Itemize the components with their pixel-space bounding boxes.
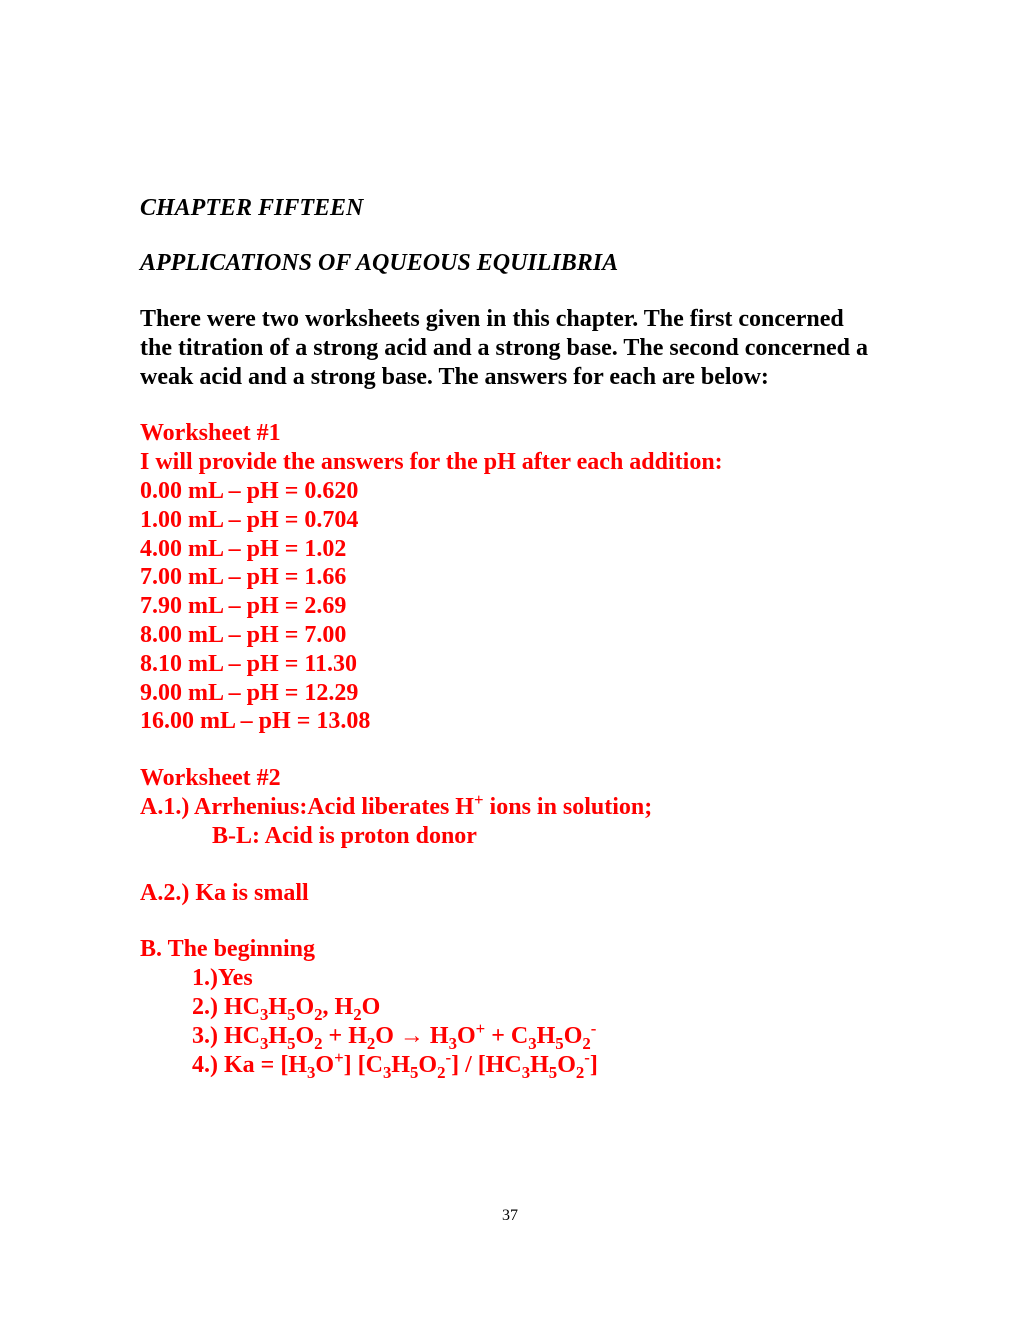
page-number: 37	[0, 1207, 1020, 1225]
subscript: 2	[367, 1034, 375, 1053]
subscript: 3	[307, 1062, 315, 1081]
superscript-plus: +	[334, 1048, 344, 1067]
subscript: 5	[410, 1062, 418, 1081]
superscript-plus: +	[474, 790, 484, 809]
worksheet-2-a1: A.1.) Arrhenius:Acid liberates H+ ions i…	[140, 793, 880, 822]
b2-o: O	[362, 994, 381, 1020]
worksheet-1: Worksheet #1 I will provide the answers …	[140, 419, 880, 736]
worksheet-2: Worksheet #2 A.1.) Arrhenius:Acid libera…	[140, 764, 880, 850]
superscript-plus: +	[476, 1019, 486, 1038]
subscript: 5	[555, 1034, 563, 1053]
worksheet-1-row: 1.00 mL – pH = 0.704	[140, 506, 880, 535]
chapter-title: CHAPTER FIFTEEN	[140, 195, 880, 222]
subscript: 2	[576, 1062, 584, 1081]
subscript: 3	[522, 1062, 530, 1081]
superscript-minus: -	[445, 1048, 451, 1067]
a1-suffix: ions in solution;	[484, 794, 653, 820]
subscript: 5	[287, 1005, 295, 1024]
b2: 2.) HC3H5O2, H2O	[140, 993, 880, 1022]
worksheet-1-note: I will provide the answers for the pH af…	[140, 448, 880, 477]
b4: 4.) Ka = [H3O+] [C3H5O2-] / [HC3H5O2-]	[140, 1051, 880, 1080]
worksheet-1-heading: Worksheet #1	[140, 419, 880, 448]
subscript: 2	[353, 1005, 361, 1024]
worksheet-2-a1-line2: B-L: Acid is proton donor	[140, 822, 880, 851]
document-page: CHAPTER FIFTEEN APPLICATIONS OF AQUEOUS …	[0, 0, 1020, 1079]
subscript: 3	[528, 1034, 536, 1053]
b2-pre: 2.) HC	[192, 994, 260, 1020]
worksheet-2-b: B. The beginning 1.)Yes 2.) HC3H5O2, H2O…	[140, 935, 880, 1079]
b3-pre: 3.) HC	[192, 1023, 260, 1049]
subscript: 5	[287, 1034, 295, 1053]
subscript: 3	[260, 1034, 268, 1053]
subscript: 3	[260, 1005, 268, 1024]
subscript: 5	[549, 1062, 557, 1081]
worksheet-1-row: 8.00 mL – pH = 7.00	[140, 621, 880, 650]
b1: 1.)Yes	[140, 964, 880, 993]
arrow-icon: →	[400, 1023, 424, 1049]
worksheet-1-row: 7.00 mL – pH = 1.66	[140, 563, 880, 592]
worksheet-1-row: 9.00 mL – pH = 12.29	[140, 679, 880, 708]
worksheet-2-a2: A.2.) Ka is small	[140, 879, 880, 908]
subscript: 2	[314, 1034, 322, 1053]
worksheet-1-row: 4.00 mL – pH = 1.02	[140, 535, 880, 564]
divider: /	[459, 1052, 478, 1078]
b3: 3.) HC3H5O2 + H2O → H3O+ + C3H5O2-	[140, 1022, 880, 1051]
b-heading: B. The beginning	[140, 935, 880, 964]
worksheet-1-row: 8.10 mL – pH = 11.30	[140, 650, 880, 679]
b2-comma: , H	[323, 994, 354, 1020]
intro-paragraph: There were two worksheets given in this …	[140, 305, 880, 391]
superscript-minus: -	[584, 1048, 590, 1067]
worksheet-1-row: 16.00 mL – pH = 13.08	[140, 707, 880, 736]
b4-pre: 4.) Ka = [H	[192, 1052, 307, 1078]
worksheet-1-row: 7.90 mL – pH = 2.69	[140, 592, 880, 621]
subtitle: APPLICATIONS OF AQUEOUS EQUILIBRIA	[140, 250, 880, 277]
superscript-minus: -	[591, 1019, 597, 1038]
worksheet-1-row: 0.00 mL – pH = 0.620	[140, 477, 880, 506]
subscript: 3	[383, 1062, 391, 1081]
subscript: 2	[314, 1005, 322, 1024]
worksheet-2-heading: Worksheet #2	[140, 764, 880, 793]
a1-prefix: A.1.) Arrhenius:Acid liberates H	[140, 794, 474, 820]
